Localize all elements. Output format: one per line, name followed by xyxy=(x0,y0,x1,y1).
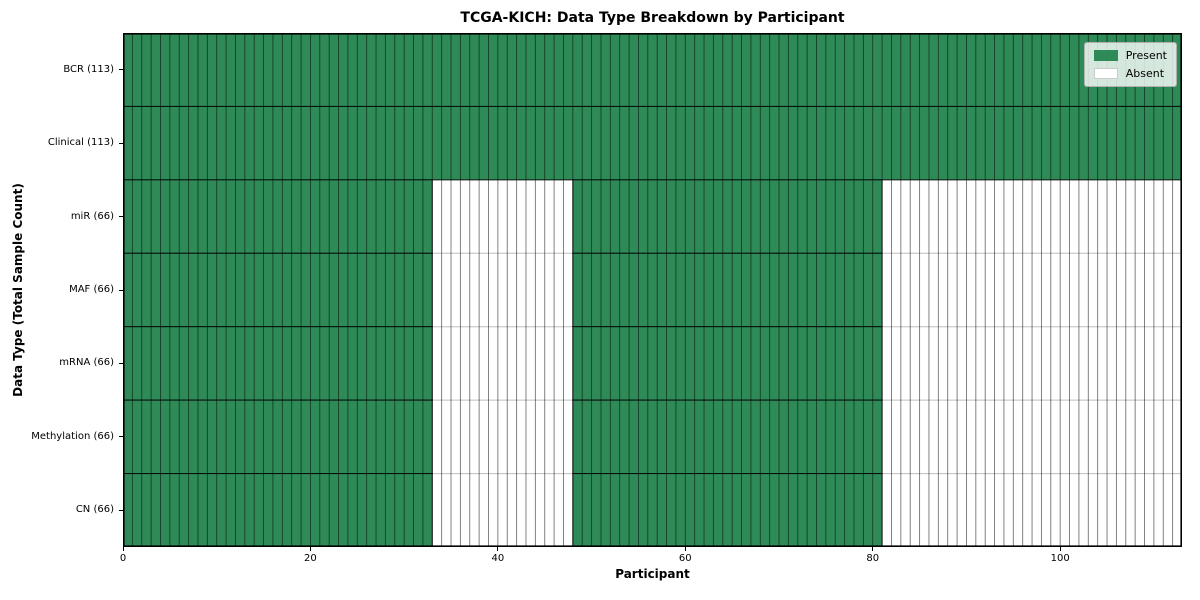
present-segment xyxy=(123,33,1182,107)
y-tick-mark xyxy=(119,509,123,511)
legend: Present Absent xyxy=(1083,42,1177,87)
y-tick-label: CN (66) xyxy=(75,504,114,516)
plot-area: Present Absent xyxy=(123,33,1182,547)
x-tick-mark xyxy=(1059,547,1061,551)
y-tick-label: Methylation (66) xyxy=(31,430,114,442)
chart-title: TCGA-KICH: Data Type Breakdown by Partic… xyxy=(460,10,845,26)
present-segment xyxy=(123,473,433,547)
present-segment xyxy=(572,399,883,475)
x-axis-label: Participant xyxy=(615,567,690,581)
plot-frame xyxy=(123,33,1182,547)
y-tick-mark xyxy=(119,216,123,218)
present-segment xyxy=(572,326,883,401)
y-tick-mark xyxy=(119,436,123,438)
heatmap-grid xyxy=(123,33,1182,547)
x-tick-mark xyxy=(122,547,124,551)
present-segment xyxy=(572,179,883,254)
present-segment xyxy=(123,326,433,401)
x-tick-mark xyxy=(309,547,311,551)
present-segment xyxy=(572,473,883,547)
y-tick-label: MAF (66) xyxy=(69,284,114,295)
x-tick-mark xyxy=(684,547,686,551)
x-tick-label: 80 xyxy=(866,553,880,564)
present-color-swatch xyxy=(1093,50,1118,61)
x-tick-label: 100 xyxy=(1050,553,1070,564)
y-tick-mark xyxy=(119,142,123,144)
present-segment xyxy=(123,179,433,254)
present-segment xyxy=(123,105,1182,181)
y-tick-mark xyxy=(119,362,123,364)
x-tick-mark xyxy=(872,547,874,551)
y-tick-label: BCR (113) xyxy=(63,63,114,75)
x-tick-mark xyxy=(497,547,499,551)
y-tick-mark xyxy=(119,289,123,291)
y-tick-label: Clinical (113) xyxy=(47,137,114,149)
legend-item-absent: Absent xyxy=(1093,67,1167,80)
legend-label-present: Present xyxy=(1125,49,1167,62)
y-tick-mark xyxy=(119,69,123,71)
x-tick-label: 0 xyxy=(119,553,127,564)
x-tick-label: 20 xyxy=(304,553,317,564)
absent-color-swatch xyxy=(1093,68,1118,79)
x-tick-label: 60 xyxy=(678,553,692,564)
y-tick-label: mRNA (66) xyxy=(59,357,114,369)
present-segment xyxy=(123,252,433,328)
y-tick-label: miR (66) xyxy=(70,210,114,222)
legend-item-present: Present xyxy=(1093,49,1167,62)
legend-label-absent: Absent xyxy=(1125,67,1165,80)
x-tick-label: 40 xyxy=(491,553,505,564)
present-segment xyxy=(572,252,883,328)
present-segment xyxy=(123,399,433,475)
